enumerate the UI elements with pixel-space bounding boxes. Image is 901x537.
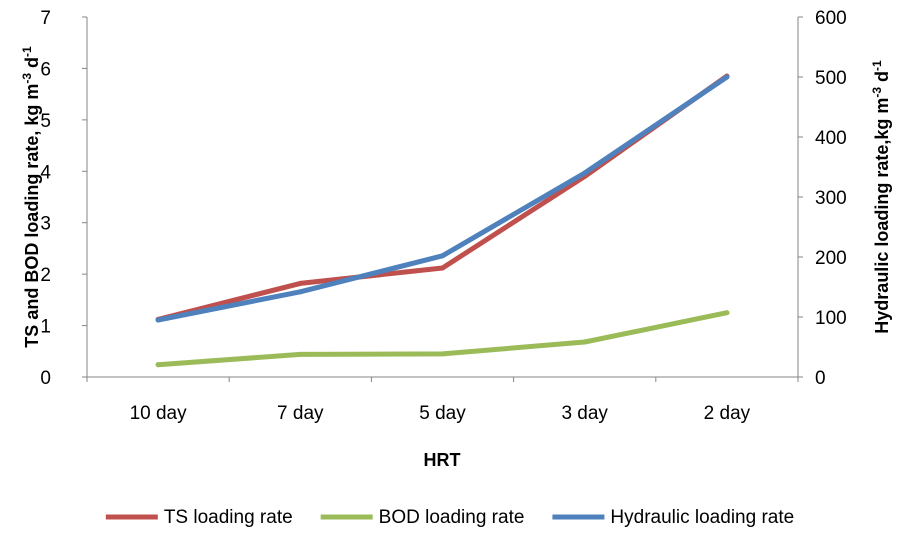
ts-loading-rate-point: [297, 280, 303, 286]
right-y-tick-label: 600: [815, 8, 847, 29]
right-y-tick-label: 500: [815, 68, 847, 89]
bod-loading-rate-line: [155, 310, 730, 368]
left-y-tick-label: 7: [40, 8, 51, 29]
bod-loading-rate-point: [297, 351, 303, 357]
ts-loading-rate-line: [155, 73, 730, 322]
right-y-axis-title: Hydraulic loading rate,kg m-3 d-1: [870, 60, 892, 334]
left-y-tick-label: 0: [40, 368, 51, 389]
hydraulic-loading-rate-point: [155, 317, 161, 323]
right-y-tick-label: 300: [815, 188, 847, 209]
x-tick-label: 3 day: [561, 403, 608, 424]
left-y-axis-title: TS and BOD loading rate, kg m-3 d-1: [20, 46, 42, 348]
x-tick-label: 2 day: [704, 403, 751, 424]
x-tick-label: 5 day: [419, 403, 466, 424]
ts-loading-rate-point: [440, 265, 445, 271]
bod-loading-rate-point: [724, 310, 730, 316]
legend: TS loading rate BOD loading rate Hydraulic…: [105, 507, 794, 528]
x-axis-title: HRT: [424, 450, 461, 470]
hydraulic-loading-rate-point: [582, 170, 588, 176]
legend-label-hydraulic-loading-rate: Hydraulic loading rate: [610, 507, 794, 528]
hydraulic-loading-rate-line: [155, 74, 730, 323]
right-y-tick-label: 100: [815, 308, 847, 329]
hydraulic-loading-rate-point: [297, 289, 303, 295]
axes: [86, 17, 799, 378]
bod-loading-rate-point: [582, 339, 588, 345]
legend-label-ts-loading-rate: TS loading rate: [164, 507, 293, 528]
x-tick-label: 7 day: [277, 403, 324, 424]
ticks: 0 1 2 3 4 5 6 7 0 100 200 300 400 500 600 10 day 7 day 5 …: [40, 8, 846, 424]
right-y-tick-label: 0: [815, 368, 826, 389]
left-y-tick-label: 4: [40, 162, 51, 183]
hydraulic-loading-rate-point: [724, 74, 730, 80]
legend-label-bod-loading-rate: BOD loading rate: [379, 507, 525, 528]
left-y-tick-label: 5: [40, 111, 51, 132]
bod-loading-rate-point: [440, 351, 445, 357]
right-y-tick-label: 200: [815, 248, 847, 269]
bod-loading-rate-point: [155, 362, 161, 368]
right-y-tick-label: 400: [815, 128, 847, 149]
left-y-tick-label: 2: [40, 265, 51, 286]
x-tick-label: 10 day: [130, 403, 188, 424]
series-lines: [155, 73, 730, 368]
left-y-tick-label: 6: [40, 59, 51, 80]
hydraulic-loading-rate-point: [440, 253, 445, 259]
left-y-tick-label: 3: [40, 214, 51, 235]
left-y-tick-label: 1: [40, 317, 51, 338]
